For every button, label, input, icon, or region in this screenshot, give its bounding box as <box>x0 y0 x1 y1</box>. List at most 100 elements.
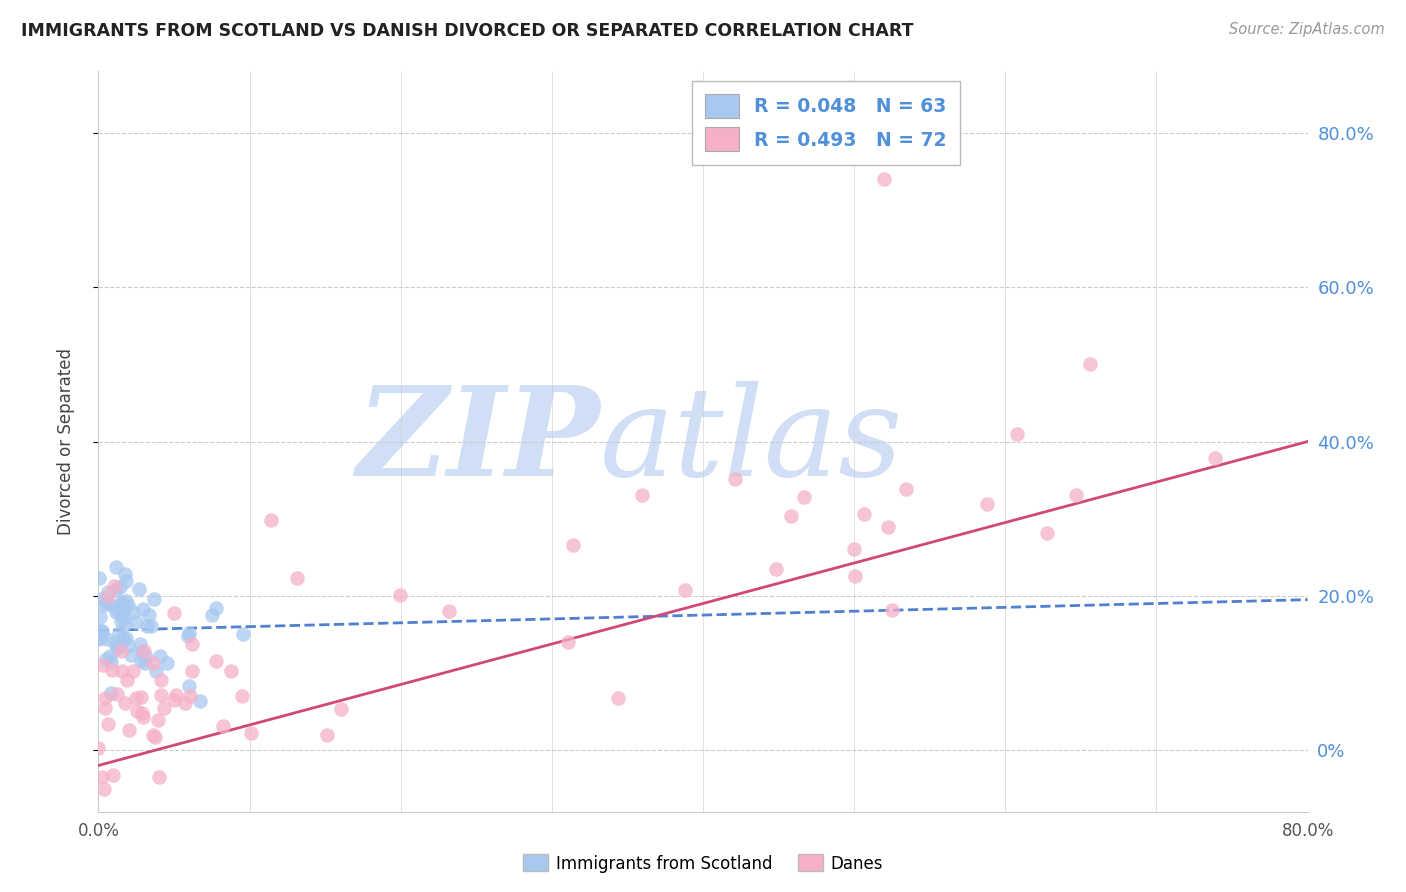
Point <box>1035 526 1057 541</box>
Point <box>122 606 145 620</box>
Point <box>163 693 186 707</box>
Point <box>103 579 125 593</box>
Point <box>1005 427 1028 442</box>
Point <box>110 614 132 628</box>
Point <box>91 658 114 673</box>
Point <box>101 599 124 614</box>
Point <box>793 491 815 505</box>
Point <box>90 631 112 645</box>
Point <box>91 624 114 638</box>
Point <box>180 665 202 679</box>
Point <box>110 580 132 594</box>
Point <box>231 689 253 703</box>
Point <box>105 641 128 656</box>
Point <box>90 624 112 638</box>
Point <box>131 654 153 668</box>
Point <box>142 728 165 742</box>
Point <box>131 706 153 720</box>
Point <box>96 632 118 646</box>
Point <box>110 598 132 612</box>
Point <box>724 472 747 486</box>
Point <box>111 595 134 609</box>
Point <box>179 689 201 703</box>
Point <box>105 687 128 701</box>
Point <box>143 730 166 744</box>
Point <box>156 656 179 670</box>
Point <box>89 609 111 624</box>
Point <box>107 626 129 640</box>
Point <box>120 648 142 663</box>
Point <box>129 637 152 651</box>
Point <box>148 770 170 784</box>
Point <box>111 631 134 645</box>
Point <box>880 603 903 617</box>
Point <box>180 637 202 651</box>
Point <box>98 648 121 663</box>
Point <box>287 570 309 584</box>
Point <box>97 717 120 731</box>
Point <box>177 629 200 643</box>
Point <box>94 651 117 665</box>
Point <box>205 654 228 668</box>
Point <box>93 598 115 612</box>
Point <box>96 596 118 610</box>
Point <box>260 513 283 527</box>
Point <box>135 650 157 665</box>
Point <box>90 592 112 607</box>
Point <box>139 619 162 633</box>
Point <box>844 568 866 582</box>
Point <box>114 617 136 632</box>
Point <box>631 488 654 502</box>
Point <box>134 656 156 670</box>
Point <box>115 673 138 688</box>
Point <box>138 607 160 622</box>
Point <box>114 696 136 710</box>
Point <box>136 618 159 632</box>
Point <box>389 588 412 602</box>
Point <box>148 713 170 727</box>
Point <box>132 601 155 615</box>
Legend: Immigrants from Scotland, Danes: Immigrants from Scotland, Danes <box>516 847 890 880</box>
Point <box>108 605 131 619</box>
Text: atlas: atlas <box>600 381 904 502</box>
Point <box>101 767 124 781</box>
Point <box>131 644 153 658</box>
Point <box>110 644 132 658</box>
Point <box>94 700 117 714</box>
Point <box>205 600 228 615</box>
Point <box>131 710 153 724</box>
Point <box>100 655 122 669</box>
Point <box>104 605 127 619</box>
Point <box>94 690 117 705</box>
Point <box>122 664 145 678</box>
Point <box>104 559 127 574</box>
Point <box>112 610 135 624</box>
Point <box>115 593 138 607</box>
Point <box>894 483 917 497</box>
Point <box>853 508 876 522</box>
Point <box>240 726 263 740</box>
Point <box>842 541 865 556</box>
Point <box>201 607 224 622</box>
Point <box>105 583 128 598</box>
Point <box>149 649 172 664</box>
Point <box>150 673 173 687</box>
Point <box>93 781 115 796</box>
Point <box>104 635 127 649</box>
Point <box>561 538 583 552</box>
Point <box>108 601 131 615</box>
Point <box>97 585 120 599</box>
Point <box>877 520 900 534</box>
Point <box>128 582 150 596</box>
Point <box>219 665 242 679</box>
Point <box>1204 450 1226 465</box>
Point <box>153 701 176 715</box>
Text: ZIP: ZIP <box>357 381 600 502</box>
Point <box>173 696 195 710</box>
Point <box>976 497 998 511</box>
Point <box>188 694 211 708</box>
Point <box>89 571 111 585</box>
Point <box>163 607 186 621</box>
Point <box>142 656 165 670</box>
Point <box>315 728 337 742</box>
